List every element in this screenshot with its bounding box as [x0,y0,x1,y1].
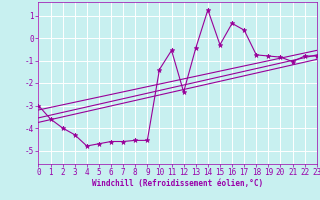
X-axis label: Windchill (Refroidissement éolien,°C): Windchill (Refroidissement éolien,°C) [92,179,263,188]
